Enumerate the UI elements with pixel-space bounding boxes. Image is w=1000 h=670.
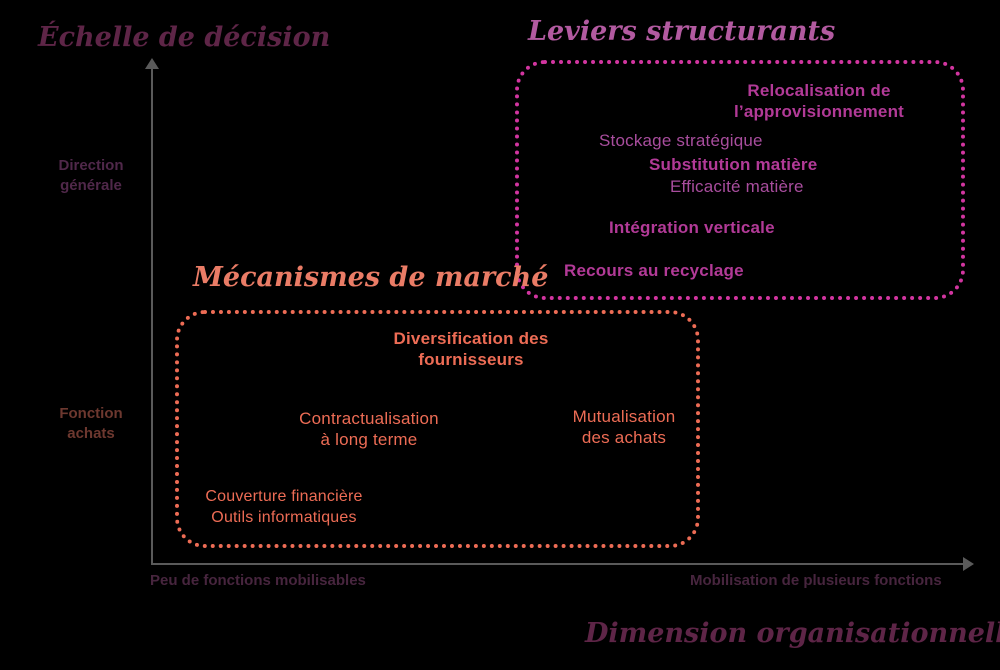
lever-efficacite: Efficacité matière [670,177,804,196]
y-axis-label-top-line1: Direction [58,157,124,174]
market-box-title: Mécanismes de marché [193,262,549,293]
market-box: Diversification des fournisseurs Contrac… [175,310,700,548]
levers-box-title: Leviers structurants [528,16,836,47]
mechanism-contractualisation-line2: à long terme [320,430,418,449]
lever-relocalisation-line2: l’approvisionnement [733,102,905,121]
x-axis-line [151,563,963,565]
mechanism-diversification: Diversification des fournisseurs [351,328,591,370]
x-axis-label-right: Mobilisation de plusieurs fonctions [690,572,942,589]
y-axis-label-bottom: Fonction achats [40,404,142,444]
lever-stockage: Stockage stratégique [599,131,763,150]
x-axis-title: Dimension organisationnelle [585,618,1000,649]
y-axis-label-top: Direction générale [40,156,142,196]
y-axis-label-bottom-line2: achats [67,425,115,442]
x-axis-arrow-icon [963,557,974,571]
mechanism-diversification-line1: Diversification des [393,329,549,348]
mechanism-couverture-line2: Outils informatiques [211,509,357,526]
mechanism-mutualisation-line1: Mutualisation [572,407,676,426]
lever-recyclage: Recours au recyclage [564,261,744,280]
mechanism-mutualisation: Mutualisation des achats [539,406,709,448]
mechanism-couverture-line1: Couverture financière [205,488,363,505]
lever-relocalisation-line1: Relocalisation de [747,81,891,100]
y-axis-title: Échelle de décision [38,22,331,53]
y-axis-arrow-icon [145,58,159,69]
y-axis-label-top-line2: générale [60,177,122,194]
lever-substitution: Substitution matière [649,155,818,174]
lever-relocalisation: Relocalisation de l’approvisionnement [691,80,947,122]
y-axis-label-bottom-line1: Fonction [59,405,123,422]
mechanism-contractualisation: Contractualisation à long terme [259,408,479,450]
mechanism-contractualisation-line1: Contractualisation [299,409,439,428]
x-axis-label-left: Peu de fonctions mobilisables [150,572,366,589]
mechanism-couverture: Couverture financière Outils informatiqu… [189,486,379,528]
mechanism-diversification-line2: fournisseurs [418,350,524,369]
mechanism-mutualisation-line2: des achats [581,428,667,447]
levers-box: Relocalisation de l’approvisionnement St… [515,60,965,300]
lever-integration: Intégration verticale [609,218,775,237]
y-axis-line [151,68,153,565]
